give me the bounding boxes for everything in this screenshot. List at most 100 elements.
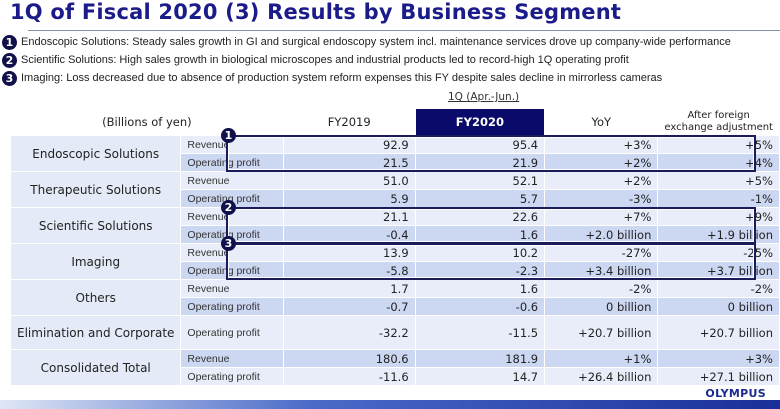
footer-bar xyxy=(0,400,780,409)
fy2020-value: -0.6 xyxy=(414,297,546,316)
bullet-text: Endoscopic Solutions: Steady sales growt… xyxy=(21,36,731,48)
unit-header: (Billions of yen) xyxy=(10,108,284,136)
fy2019-value: 92.9 xyxy=(282,135,416,154)
bullet-endoscopic: 1 Endoscopic Solutions: Steady sales grow… xyxy=(2,35,731,50)
segment-label: Consolidated Total xyxy=(9,349,182,386)
title-divider xyxy=(28,30,780,31)
fx-value: -1% xyxy=(657,189,780,208)
table-row: Others Revenue 1.7 1.6 -2% -2% xyxy=(9,279,780,316)
metric-label: Revenue xyxy=(180,171,284,190)
fx-value: +1.9 billion xyxy=(657,225,780,244)
number-1-icon: 1 xyxy=(2,35,17,50)
segment-label: Imaging xyxy=(9,243,182,280)
period-label: 1Q (Apr.-Jun.) xyxy=(448,91,520,103)
fy2019-header: FY2019 xyxy=(282,108,416,136)
fy2020-value: 14.7 xyxy=(414,367,546,386)
fx-adjusted-header: After foreign exchange adjustment xyxy=(657,108,780,136)
yoy-value: 0 billion xyxy=(544,297,659,316)
number-2-icon: 2 xyxy=(2,53,17,68)
yoy-value: +20.7 billion xyxy=(544,315,659,350)
fx-value: +3% xyxy=(657,349,780,368)
fy2020-value: -11.5 xyxy=(414,315,546,350)
fy2020-header: FY2020 xyxy=(414,108,546,136)
yoy-value: -3% xyxy=(544,189,659,208)
table-row: Consolidated Total Revenue 180.6 181.9 +1% +3… xyxy=(9,349,780,386)
segment-label: Scientific Solutions xyxy=(9,207,182,244)
bullet-imaging: 3 Imaging: Loss decreased due to absence … xyxy=(2,71,662,86)
fy2019-value: 180.6 xyxy=(282,349,416,368)
fy2019-value: 13.9 xyxy=(282,243,416,262)
table-row: Scientific Solutions Revenue 21.1 22.6 +7% +9… xyxy=(9,207,780,244)
table-row: Endoscopic Solutions Revenue 92.9 95.4 +3% +5… xyxy=(9,135,780,172)
table-row: Imaging Revenue 13.9 10.2 -27% -25% xyxy=(9,243,780,280)
yoy-value: +2% xyxy=(544,171,659,190)
fx-value: +9% xyxy=(657,207,780,226)
fx-value: +5% xyxy=(657,135,780,154)
metric-label: Operating profit xyxy=(180,261,284,280)
bullet-scientific: 2 Scientific Solutions: High sales growth… xyxy=(2,53,629,68)
fy2020-value: 1.6 xyxy=(414,279,546,298)
segment-label: Others xyxy=(9,279,182,316)
bullet-text: Imaging: Loss decreased due to absence o… xyxy=(21,72,663,84)
table-row: Operating profit -0.4 1.6 +2.0 billion +1.9 … xyxy=(11,225,780,244)
fy2019-value: -0.7 xyxy=(282,297,416,316)
metric-label: Operating profit xyxy=(180,189,284,208)
fy2019-value: -5.8 xyxy=(282,261,416,280)
fy2019-value: 1.7 xyxy=(282,279,416,298)
yoy-value: +26.4 billion xyxy=(544,367,659,386)
segment-results-table: (Billions of yen) FY2019 FY2020 YoY Afte… xyxy=(9,108,780,386)
fy2019-value: -32.2 xyxy=(282,315,416,350)
fy2020-value: 22.6 xyxy=(414,207,546,226)
yoy-value: +7% xyxy=(544,207,659,226)
fy2020-value: 1.6 xyxy=(414,225,546,244)
bullet-text: Scientific Solutions: High sales growth … xyxy=(21,54,629,66)
fx-value: +5% xyxy=(657,171,780,190)
metric-label: Revenue xyxy=(180,349,284,368)
yoy-header: YoY xyxy=(544,108,659,136)
number-3-icon: 3 xyxy=(2,71,17,86)
fy2019-value: 5.9 xyxy=(282,189,416,208)
fy2019-value: -0.4 xyxy=(282,225,416,244)
fx-value: -25% xyxy=(657,243,780,262)
fx-value: +3.7 billion xyxy=(657,261,780,280)
fy2019-value: -11.6 xyxy=(282,367,416,386)
metric-label: Operating profit xyxy=(180,153,284,172)
table-row: Operating profit -0.7 -0.6 0 billion 0 billi… xyxy=(11,297,780,316)
yoy-value: +2% xyxy=(544,153,659,172)
table-row: Therapeutic Solutions Revenue 51.0 52.1 +2% +… xyxy=(9,171,780,208)
fy2019-value: 21.1 xyxy=(282,207,416,226)
fy2020-value: 21.9 xyxy=(414,153,546,172)
fy2019-value: 51.0 xyxy=(282,171,416,190)
number-3-icon: 3 xyxy=(221,236,236,251)
yoy-value: +2.0 billion xyxy=(544,225,659,244)
yoy-value: +3.4 billion xyxy=(544,261,659,280)
table-row: Operating profit 21.5 21.9 +2% +4% xyxy=(11,153,780,172)
fx-header-line1: After foreign xyxy=(687,110,750,121)
fx-header-line2: exchange adjustment xyxy=(664,122,773,133)
metric-label: Revenue xyxy=(180,279,284,298)
table-row: Operating profit -5.8 -2.3 +3.4 billion +3.7… xyxy=(11,261,780,280)
fy2020-value: 52.1 xyxy=(414,171,546,190)
fx-value: -2% xyxy=(657,279,780,298)
yoy-value: -2% xyxy=(544,279,659,298)
table-row: Operating profit -11.6 14.7 +26.4 billion +2… xyxy=(11,367,780,386)
fy2020-value: 95.4 xyxy=(414,135,546,154)
metric-label: Operating profit xyxy=(180,297,284,316)
metric-label: Operating profit xyxy=(180,225,284,244)
segment-label: Endoscopic Solutions xyxy=(9,135,182,172)
metric-label: Operating profit xyxy=(180,367,284,386)
fx-value: 0 billion xyxy=(657,297,780,316)
yoy-value: -27% xyxy=(544,243,659,262)
metric-label: Operating profit xyxy=(180,315,284,350)
olympus-logo: OLYMPUS xyxy=(705,387,766,400)
fy2020-value: 10.2 xyxy=(414,243,546,262)
page-title: 1Q of Fiscal 2020 (3) Results by Busines… xyxy=(10,0,622,24)
segment-label: Therapeutic Solutions xyxy=(9,171,182,208)
fy2019-value: 21.5 xyxy=(282,153,416,172)
segment-label: Elimination and Corporate xyxy=(9,315,182,350)
header-row: (Billions of yen) FY2019 FY2020 YoY Afte… xyxy=(10,108,780,136)
fy2020-value: 5.7 xyxy=(414,189,546,208)
number-1-icon: 1 xyxy=(221,128,236,143)
fx-value: +4% xyxy=(657,153,780,172)
metric-label: Revenue xyxy=(180,135,284,154)
